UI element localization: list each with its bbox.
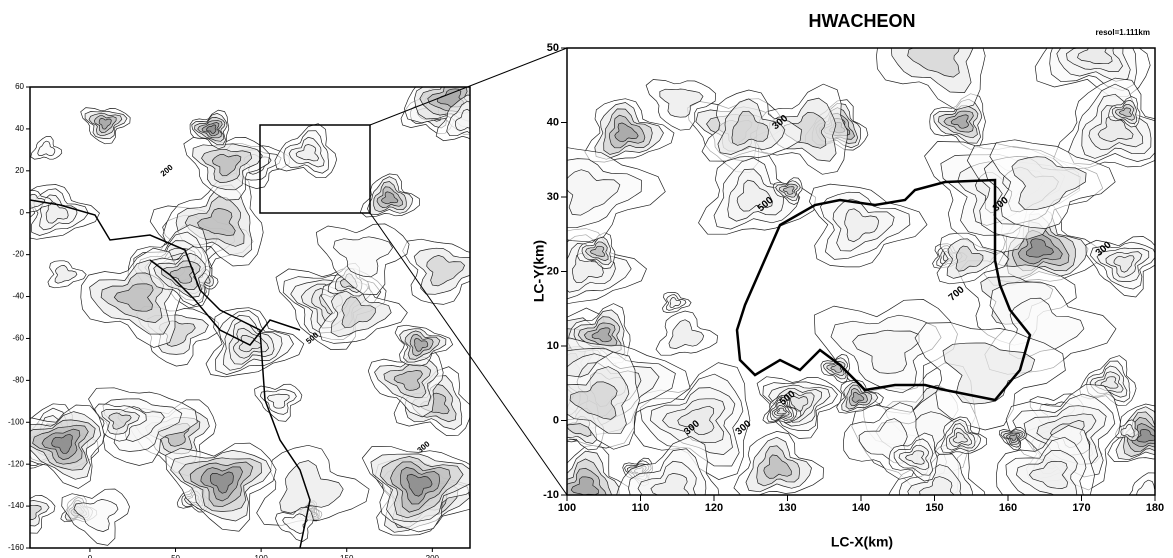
chart-subtitle: resol=1.111km (1096, 28, 1151, 37)
x-tick-label: 130 (778, 502, 796, 514)
y-tick-label: -140 (8, 501, 25, 510)
y-tick-label: -100 (8, 417, 25, 426)
y-tick-label: 40 (547, 116, 559, 128)
y-tick-label: -120 (8, 459, 25, 468)
y-tick-label: -10 (543, 489, 559, 501)
x-tick-label: 140 (852, 502, 870, 514)
x-tick-label: 120 (705, 502, 723, 514)
y-tick-label: 30 (547, 191, 559, 203)
x-tick-label: 170 (1072, 502, 1090, 514)
y-tick-label: -20 (12, 250, 24, 259)
y-tick-label: -60 (12, 334, 24, 343)
figure: HWACHEON resol=1.111km LC-X(km) LC-Y(km)… (0, 0, 1173, 558)
y-tick-label: 60 (15, 82, 24, 91)
x-tick-label: 150 (925, 502, 943, 514)
y-tick-label: 0 (553, 414, 559, 426)
y-tick-label: -80 (12, 375, 24, 384)
y-tick-label: 10 (547, 340, 559, 352)
x-tick-label: 180 (1146, 502, 1164, 514)
x-tick-label: 200 (426, 554, 440, 558)
y-axis-label: LC-Y(km) (531, 240, 547, 302)
y-tick-label: -160 (8, 543, 25, 552)
x-axis-label: LC-X(km) (831, 534, 893, 550)
x-tick-label: 0 (88, 554, 93, 558)
y-tick-label: 20 (547, 265, 559, 277)
x-tick-label: 100 (558, 502, 576, 514)
x-tick-label: 150 (340, 554, 354, 558)
left-map (5, 56, 499, 546)
page: HWACHEON resol=1.111km LC-X(km) LC-Y(km)… (0, 0, 1173, 558)
x-tick-label: 110 (632, 502, 650, 514)
contour-label: 200 (159, 162, 175, 178)
chart-title: HWACHEON (809, 11, 916, 31)
y-tick-label: 0 (20, 208, 25, 217)
x-tick-label: 100 (254, 554, 268, 558)
y-tick-label: 20 (15, 166, 24, 175)
x-tick-label: 160 (999, 502, 1017, 514)
contour-label: 700 (947, 284, 967, 303)
y-tick-label: 40 (15, 124, 24, 133)
right-map (503, 0, 1173, 534)
x-tick-label: 50 (171, 554, 180, 558)
y-tick-label: -40 (12, 292, 24, 301)
